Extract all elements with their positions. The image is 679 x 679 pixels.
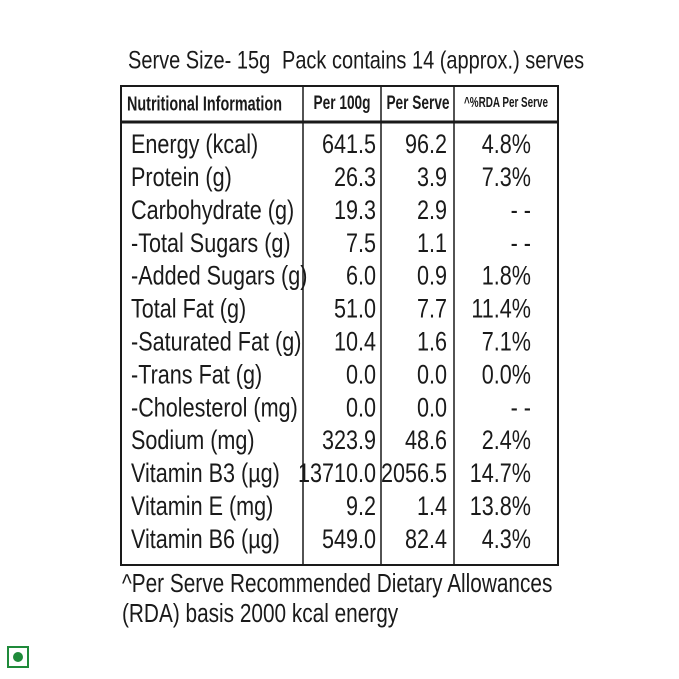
nutrient-value: 19.3: [334, 196, 376, 226]
nutrient-value: 82.4: [405, 525, 447, 555]
nutrient-name: Sodium (mg): [131, 426, 255, 456]
nutrient-value: 3.9: [417, 163, 447, 193]
nutrient-name: Total Fat (g): [131, 294, 246, 324]
nutrient-value: - -: [511, 229, 531, 259]
nutrient-value: 51.0: [334, 294, 376, 324]
nutrient-value: 9.2: [346, 492, 376, 522]
nutrient-value: 14.7%: [470, 459, 531, 489]
nutrient-value: 641.5: [322, 130, 376, 160]
nutrient-value: 10.4: [334, 327, 376, 357]
footnote: (RDA) basis 2000 kcal energy: [122, 599, 398, 628]
nutrient-value: 2056.5: [381, 459, 447, 489]
nutrient-value: 0.0%: [482, 360, 531, 390]
nutrient-value: 48.6: [405, 426, 447, 456]
nutrient-value: 0.0: [417, 393, 447, 423]
nutrient-name: -Total Sugars (g): [131, 229, 291, 259]
nutrient-value: 4.3%: [482, 525, 531, 555]
column-header: Nutritional Information: [127, 92, 282, 115]
nutrient-value: 2.9: [417, 196, 447, 226]
nutrient-value: 0.0: [417, 360, 447, 390]
nutrient-name: -Cholesterol (mg): [131, 393, 298, 423]
nutrient-value: 13710.0: [298, 459, 376, 489]
nutrient-value: 7.1%: [482, 327, 531, 357]
nutrient-name: Energy (kcal): [131, 130, 258, 160]
nutrient-value: 26.3: [334, 163, 376, 193]
column-header: ^%RDA Per Serve: [464, 94, 548, 111]
nutrient-value: 13.8%: [470, 492, 531, 522]
pack-info: Pack contains 14 (approx.) serves: [282, 47, 584, 75]
nutrient-name: Vitamin E (mg): [131, 492, 273, 522]
nutrient-value: 1.6: [417, 327, 447, 357]
nutrient-value: 7.5: [346, 229, 376, 259]
footnote: ^Per Serve Recommended Dietary Allowance…: [122, 569, 552, 598]
serve-size: Serve Size- 15g: [128, 47, 270, 75]
nutrient-name: Protein (g): [131, 163, 232, 193]
nutrient-value: 7.7: [417, 294, 447, 324]
nutrient-value: 7.3%: [482, 163, 531, 193]
nutrient-value: 1.4: [417, 492, 447, 522]
nutrient-name: -Saturated Fat (g): [131, 327, 301, 357]
nutrient-value: 6.0: [346, 262, 376, 292]
nutrient-value: 0.9: [417, 262, 447, 292]
nutrient-value: 323.9: [322, 426, 376, 456]
nutrient-value: 0.0: [346, 360, 376, 390]
nutrient-value: - -: [511, 196, 531, 226]
nutrient-value: 2.4%: [482, 426, 531, 456]
nutrient-name: Vitamin B3 (µg): [131, 459, 280, 489]
nutrient-value: 1.8%: [482, 262, 531, 292]
nutrient-value: 96.2: [405, 130, 447, 160]
nutrient-value: 549.0: [322, 525, 376, 555]
veg-mark: [7, 646, 29, 668]
column-header: Per Serve: [386, 92, 449, 114]
nutrient-value: 11.4%: [471, 294, 531, 324]
nutrient-value: 1.1: [417, 229, 447, 259]
nutrient-name: -Trans Fat (g): [131, 360, 262, 390]
nutrient-name: -Added Sugars (g): [131, 262, 307, 292]
nutrient-name: Vitamin B6 (µg): [131, 525, 280, 555]
table-border: [120, 85, 559, 566]
nutrient-value: 0.0: [346, 393, 376, 423]
nutrient-value: - -: [511, 393, 531, 423]
column-header: Per 100g: [313, 92, 370, 114]
nutrient-name: Carbohydrate (g): [131, 196, 294, 226]
nutrient-value: 4.8%: [482, 130, 531, 160]
